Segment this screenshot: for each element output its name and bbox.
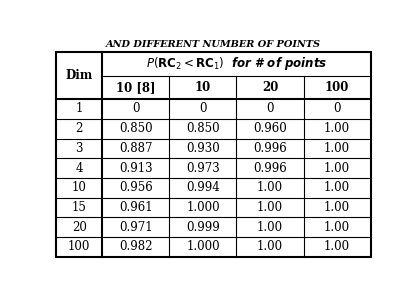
Text: 0.956: 0.956	[119, 181, 153, 194]
Text: 2: 2	[75, 122, 83, 135]
Text: 0: 0	[132, 102, 140, 115]
Text: 1.00: 1.00	[324, 142, 350, 155]
Text: 3: 3	[75, 142, 83, 155]
Text: 0.996: 0.996	[253, 142, 287, 155]
Text: 1.00: 1.00	[324, 161, 350, 175]
Text: 0.913: 0.913	[119, 161, 153, 175]
Text: 1.00: 1.00	[324, 201, 350, 214]
Text: 0.982: 0.982	[119, 240, 153, 253]
Text: 1.000: 1.000	[186, 240, 220, 253]
Text: 1: 1	[75, 102, 83, 115]
Text: 1.00: 1.00	[257, 201, 283, 214]
Text: 10 [8]: 10 [8]	[116, 81, 156, 94]
Text: 100: 100	[68, 240, 90, 253]
Text: 0.973: 0.973	[186, 161, 220, 175]
Text: 1.00: 1.00	[324, 240, 350, 253]
Text: $P(\mathbf{RC}_2 < \mathbf{RC}_1)$  for # of points: $P(\mathbf{RC}_2 < \mathbf{RC}_1)$ for #…	[146, 55, 327, 72]
Text: 0.930: 0.930	[186, 142, 220, 155]
Text: 0.971: 0.971	[119, 221, 153, 234]
Text: 1.000: 1.000	[186, 201, 220, 214]
Text: 1.00: 1.00	[324, 122, 350, 135]
Text: 1.00: 1.00	[257, 181, 283, 194]
Text: 15: 15	[72, 201, 87, 214]
Text: 4: 4	[75, 161, 83, 175]
Text: 0.961: 0.961	[119, 201, 153, 214]
Text: 1.00: 1.00	[324, 181, 350, 194]
Text: 1.00: 1.00	[257, 240, 283, 253]
Text: 0.996: 0.996	[253, 161, 287, 175]
Text: 0.999: 0.999	[186, 221, 220, 234]
Text: 1.00: 1.00	[324, 221, 350, 234]
Text: AND DIFFERENT NUMBER OF POINTS: AND DIFFERENT NUMBER OF POINTS	[106, 40, 321, 49]
Text: 0.994: 0.994	[186, 181, 220, 194]
Text: Dim: Dim	[66, 69, 93, 82]
Text: 20: 20	[72, 221, 87, 234]
Text: 20: 20	[262, 81, 278, 94]
Text: 100: 100	[325, 81, 349, 94]
Text: 0: 0	[266, 102, 274, 115]
Text: 1.00: 1.00	[257, 221, 283, 234]
Text: 0.887: 0.887	[119, 142, 153, 155]
Text: 0.850: 0.850	[186, 122, 220, 135]
Text: 0: 0	[199, 102, 207, 115]
Text: 0.960: 0.960	[253, 122, 287, 135]
Text: 10: 10	[195, 81, 211, 94]
Text: 10: 10	[72, 181, 87, 194]
Text: 0: 0	[333, 102, 341, 115]
Text: 0.850: 0.850	[119, 122, 153, 135]
